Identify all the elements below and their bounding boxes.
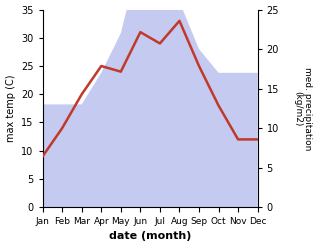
X-axis label: date (month): date (month) — [109, 231, 191, 242]
Y-axis label: med. precipitation
(kg/m2): med. precipitation (kg/m2) — [293, 67, 313, 150]
Y-axis label: max temp (C): max temp (C) — [5, 75, 16, 142]
